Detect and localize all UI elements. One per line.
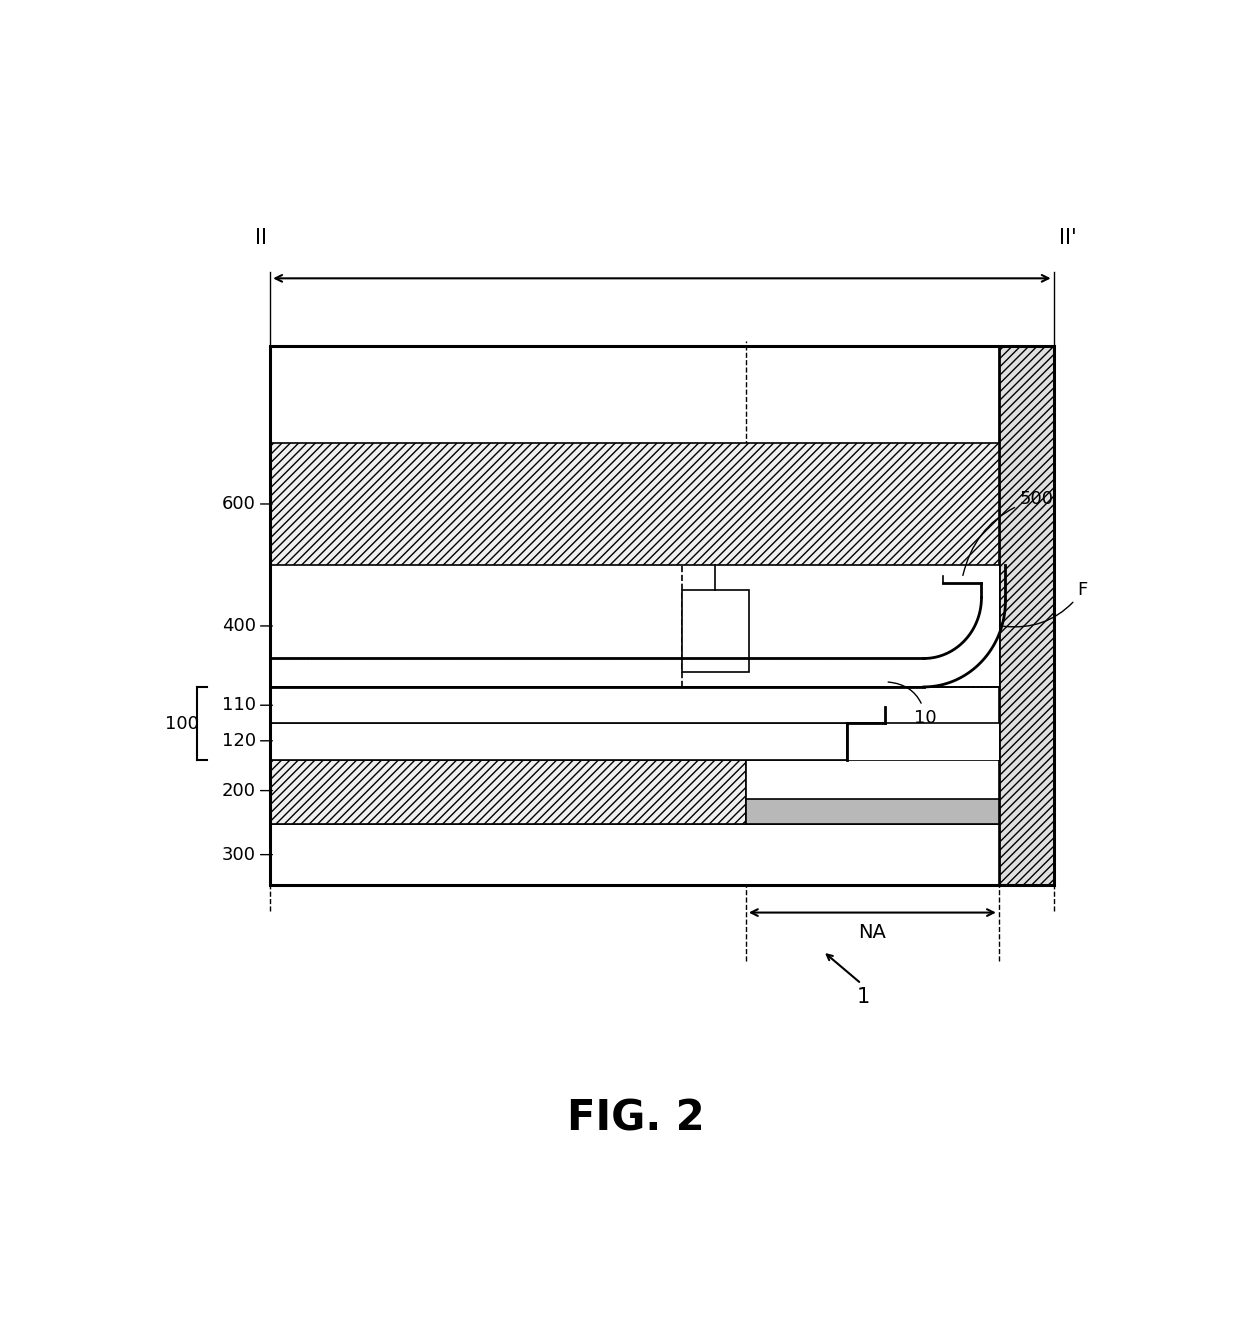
Text: 1: 1 [857,987,869,1007]
Bar [746,799,998,824]
Bar [270,824,998,886]
Bar [270,444,998,565]
Bar [746,760,998,824]
Bar [270,346,1054,886]
Bar [847,722,998,760]
Bar [270,760,746,824]
Text: 300: 300 [222,846,255,863]
Text: 500: 500 [963,490,1054,576]
Text: II': II' [1059,227,1076,248]
Bar [270,565,998,686]
Bar [270,722,847,760]
Text: 120: 120 [222,731,255,750]
Bar [270,686,998,722]
Text: FIG. 2: FIG. 2 [567,1098,704,1140]
Text: 100: 100 [165,714,198,733]
Text: 600: 600 [222,495,255,513]
Bar [998,346,1054,886]
Text: 200: 200 [222,781,255,800]
Text: 110: 110 [222,696,255,714]
Bar [682,590,749,672]
Text: NA: NA [858,924,887,942]
Text: II: II [254,227,267,248]
Text: 10: 10 [888,682,936,726]
Text: F: F [1003,581,1087,627]
Text: 400: 400 [222,616,255,635]
